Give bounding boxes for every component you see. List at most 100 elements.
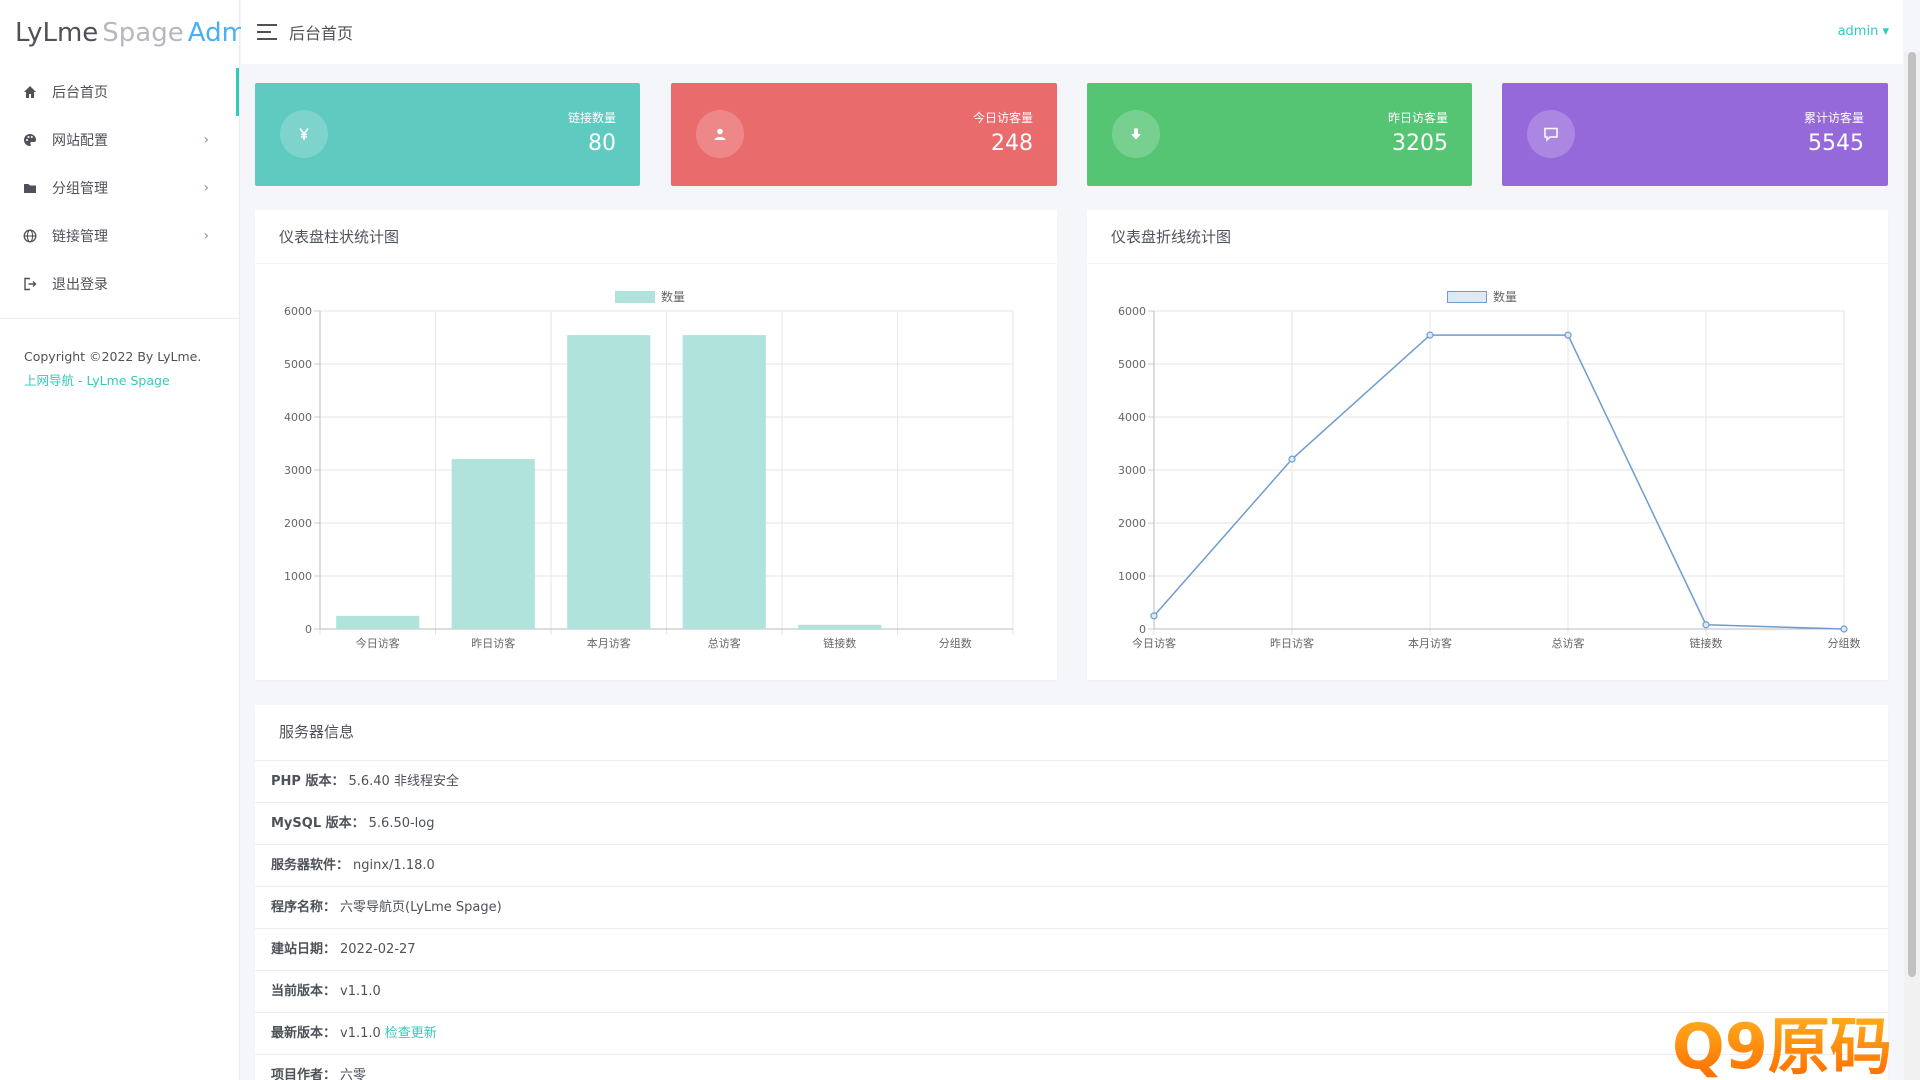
download-icon [1112,110,1160,158]
sidebar-item-label: 网站配置 [52,133,108,149]
x-tick-label: 分组数 [1828,636,1861,650]
info-key: 当前版本： [271,984,337,999]
watermark-logo: Q9原码 [1668,1006,1920,1080]
series-line [1153,334,1845,630]
stat-value: 5545 [1808,131,1864,156]
app-logo[interactable]: LyLme Spage Admin [0,0,271,66]
legend-swatch [615,290,655,303]
chevron-right-icon: › [203,228,209,244]
legend-label: 数量 [661,290,686,304]
stat-card-yesterday-visitors: 昨日访客量 3205 [1087,83,1472,186]
menu-toggle-icon[interactable] [257,24,277,40]
copyright: Copyright ©2022 By LyLme. 上网导航 - LyLme S… [0,319,239,419]
info-value: 六零 [340,1068,367,1080]
x-tick-label: 本月访客 [1408,636,1452,650]
x-tick-label: 昨日访客 [1270,636,1314,650]
info-value: v1.1.0 [340,984,381,999]
check-update-link[interactable]: 检查更新 [384,1026,437,1041]
logo-part2: Spage [102,18,184,48]
y-tick-label: 6000 [1118,305,1146,318]
y-tick-label: 3000 [284,464,312,477]
bar [798,624,882,629]
caret-down-icon: ▾ [1882,24,1889,39]
sidebar-item-links[interactable]: 链接管理 › [0,212,239,260]
scrollbar-thumb[interactable] [1908,52,1916,977]
info-key: 服务器软件： [271,858,350,873]
y-tick-label: 5000 [1118,358,1146,371]
home-icon [22,84,38,100]
sidebar-item-home[interactable]: 后台首页 [0,68,239,116]
data-point [1426,331,1434,339]
info-value: 六零导航页(LyLme Spage) [340,900,502,915]
page-title: 后台首页 [289,24,354,43]
stat-card-total-visitors: 累计访客量 5545 [1502,83,1888,186]
x-tick-label: 链接数 [1690,636,1723,650]
y-tick-label: 6000 [284,305,312,318]
bar [682,335,766,629]
legend-label: 数量 [1493,290,1518,304]
y-tick-label: 1000 [284,570,312,583]
chevron-right-icon: › [203,132,209,148]
y-tick-label: 3000 [1118,464,1146,477]
user-icon [696,110,744,158]
data-point [1702,621,1710,629]
info-row-latest-version: 最新版本： v1.1.0 检查更新 [255,1012,1888,1054]
watermark-text: Q9原码 [1672,1010,1892,1080]
sidebar-item-site-config[interactable]: 网站配置 › [0,116,239,164]
info-value: 2022-02-27 [340,942,416,957]
data-point [1150,612,1158,620]
line-chart: 0 1000 2000 3000 4000 5000 6000 今日访客 昨日访客 本月访客 总访客… [1118,305,1861,650]
copyright-link[interactable]: 上网导航 - LyLme Spage [24,373,170,388]
info-key: MySQL 版本： [271,816,365,831]
server-info-panel: 服务器信息 PHP 版本： 5.6.40 非线程安全 MySQL 版本： 5.6.5… [255,705,1888,1080]
bar-chart-title: 仪表盘柱状统计图 [255,210,1057,264]
info-row-program-name: 程序名称： 六零导航页(LyLme Spage) [255,886,1888,928]
sidebar-nav: 后台首页 网站配置 › 分组管理 › 链接管理 › [0,68,239,319]
y-tick-label: 1000 [1118,570,1146,583]
x-tick-label: 总访客 [708,636,741,650]
info-value: 5.6.40 非线程安全 [348,774,459,789]
sidebar-item-label: 链接管理 [52,229,108,245]
info-key: 项目作者： [271,1068,337,1080]
info-key: PHP 版本： [271,774,345,789]
info-row-mysql: MySQL 版本： 5.6.50-log [255,802,1888,844]
server-info-title: 服务器信息 [279,723,355,741]
stat-label: 链接数量 [567,111,616,125]
x-tick-label: 链接数 [823,636,856,650]
info-row-author: 项目作者： 六零 [255,1054,1888,1080]
palette-icon [22,132,38,148]
top-header: 后台首页 admin ▾ [241,0,1903,64]
y-tick-label: 2000 [284,517,312,530]
sidebar-item-groups[interactable]: 分组管理 › [0,164,239,212]
y-tick-label: 2000 [1118,517,1146,530]
sidebar-item-logout[interactable]: 退出登录 [0,260,239,308]
stat-label: 今日访客量 [972,111,1033,125]
info-row-current-version: 当前版本： v1.1.0 [255,970,1888,1012]
x-tick-label: 本月访客 [587,636,631,650]
stat-value: 3205 [1392,131,1448,156]
line-chart-legend[interactable]: 数量 [1447,288,1517,305]
info-key: 程序名称： [271,900,337,915]
folder-icon [22,180,38,196]
user-name: admin [1837,24,1879,39]
page-scrollbar[interactable] [1904,52,1920,1080]
line-chart-title: 仪表盘折线统计图 [1087,210,1888,264]
info-value: v1.1.0 [340,1026,381,1041]
x-tick-label: 总访客 [1552,636,1585,650]
user-menu[interactable]: admin ▾ [1838,24,1889,39]
data-point [1288,455,1296,463]
legend-swatch [1447,290,1487,303]
y-tick-label: 0 [305,623,312,636]
sidebar-item-label: 退出登录 [52,277,108,293]
y-tick-label: 0 [1139,623,1146,636]
line-chart-panel: 仪表盘折线统计图 [1087,210,1888,680]
bar-chart-panel: 仪表盘柱状统计图 [255,210,1057,680]
watermark-logo-graphic: Q9原码 [1672,1010,1892,1080]
stat-value: 248 [991,131,1033,156]
y-tick-label: 4000 [284,411,312,424]
x-tick-label: 昨日访客 [471,636,515,650]
info-key: 最新版本： [271,1026,337,1041]
bar-chart-legend[interactable]: 数量 [615,288,685,305]
chevron-right-icon: › [203,180,209,196]
sidebar-item-label: 后台首页 [52,85,108,101]
